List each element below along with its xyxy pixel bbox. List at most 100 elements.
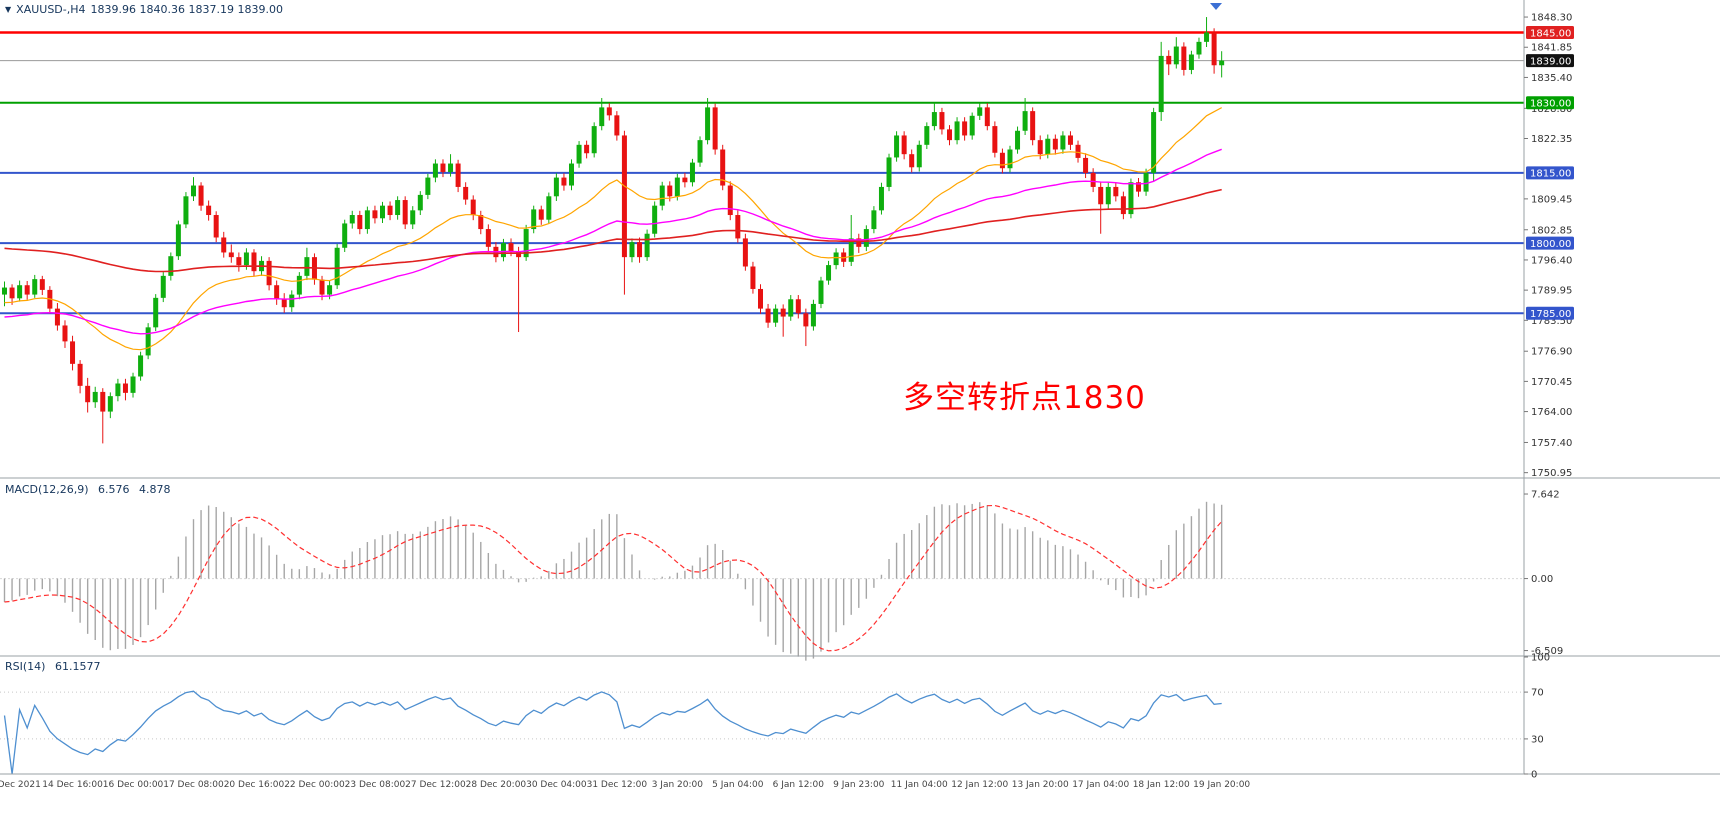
candle-body	[213, 215, 219, 238]
candle-body	[758, 288, 763, 309]
candle-body	[236, 257, 242, 266]
candle-body	[954, 121, 960, 141]
candle-body	[1128, 182, 1134, 215]
candle-body	[380, 205, 385, 219]
candle-body	[826, 265, 832, 281]
candle-body	[1158, 55, 1164, 113]
price-axis[interactable]: 1848.30 1841.85 1835.40 1828.80 1822.35 1809.…	[1524, 13, 1574, 480]
candle-body	[85, 385, 91, 403]
candle-body	[523, 229, 529, 258]
time-axis-label: 23 Dec 08:00	[345, 780, 406, 790]
candle-body	[1211, 32, 1217, 66]
candle-body	[455, 163, 461, 187]
candle-body	[939, 112, 945, 130]
candle-body	[1030, 111, 1036, 141]
candle-body	[561, 177, 567, 186]
candle-body	[962, 121, 968, 136]
candle-body	[304, 257, 310, 276]
candle-body	[742, 238, 748, 267]
scroll-anchor-icon[interactable]	[1210, 3, 1222, 10]
chart-annotation[interactable]: 多空转折点1830	[903, 380, 1146, 416]
ma-lines	[4, 107, 1222, 351]
candle-body	[931, 112, 937, 127]
candle-body	[319, 279, 325, 295]
candle-body	[591, 126, 597, 154]
candle-body	[289, 294, 295, 308]
candle-body	[947, 129, 952, 141]
candle-body	[372, 210, 378, 219]
candle-body	[160, 275, 166, 298]
price-badge	[1526, 54, 1574, 68]
rsi-indicator-label: RSI(14) 61.1577	[5, 660, 106, 673]
candle-body	[327, 285, 333, 295]
candle-body	[735, 215, 741, 239]
candle-body	[485, 229, 491, 247]
candle-body	[901, 135, 907, 155]
price-badge-value: 1800.00	[1530, 239, 1571, 250]
candle-body	[916, 144, 922, 168]
horizontal-lines	[0, 31, 1524, 315]
candle-body	[1143, 172, 1149, 192]
candle-body	[818, 280, 824, 304]
macd-axis-label: -6.509	[1531, 646, 1563, 657]
candle-body	[243, 252, 249, 266]
candle-body	[508, 243, 514, 252]
symbol-header: ▼ XAUUSD-,H4 1839.96 1840.36 1837.19 183…	[5, 3, 283, 16]
rsi-value: 61.1577	[54, 660, 101, 673]
candle-body	[856, 238, 862, 247]
candle-body	[659, 185, 665, 206]
candle-body	[969, 115, 975, 136]
candle-body	[500, 243, 506, 258]
rsi-axis: 100 70 30 0	[1524, 653, 1550, 781]
candle-body	[417, 194, 423, 211]
time-axis-label: 6 Jan 12:00	[773, 780, 825, 790]
price-axis-label: 1848.30	[1531, 13, 1572, 24]
rsi-axis-label: 30	[1531, 734, 1544, 745]
candle-body	[470, 199, 476, 216]
candle-body	[1083, 157, 1089, 173]
candle-body	[1105, 186, 1111, 205]
candle-body	[1007, 149, 1013, 169]
candle-body	[1015, 130, 1021, 150]
macd-axis-label: 0.00	[1531, 574, 1553, 585]
ma-fast-line	[4, 107, 1222, 351]
candle-body	[463, 186, 469, 200]
price-badge	[1526, 306, 1574, 320]
candle-body	[599, 107, 605, 127]
time-axis-label: 13 Jan 20:00	[1012, 780, 1069, 790]
candle-body	[448, 163, 454, 172]
price-axis-label: 1776.90	[1531, 347, 1572, 358]
candle-body	[54, 308, 60, 326]
price-axis-label: 1764.00	[1531, 407, 1572, 418]
candle-body	[221, 237, 227, 253]
candle-body	[402, 200, 408, 225]
rsi-axis-label: 0	[1531, 770, 1537, 781]
candle-body	[39, 279, 45, 290]
time-axis-label: 18 Jan 12:00	[1133, 780, 1190, 790]
price-axis-label: 1783.50	[1531, 316, 1572, 327]
candle-body	[720, 149, 726, 186]
rsi-line	[3, 690, 1222, 775]
candle-body	[637, 242, 643, 258]
candle-body	[576, 144, 582, 164]
price-axis-label: 1802.85	[1531, 225, 1572, 236]
candle-body	[1022, 111, 1028, 131]
price-badge-value: 1845.00	[1530, 28, 1571, 39]
candle-body	[175, 224, 181, 257]
candle-body	[198, 185, 204, 206]
collapse-triangle-icon[interactable]: ▼	[5, 4, 12, 14]
candle-body	[1067, 135, 1073, 145]
candle-body	[841, 252, 847, 262]
price-axis-label: 1809.45	[1531, 194, 1572, 205]
price-badge	[1526, 96, 1574, 110]
candle-body	[773, 308, 779, 323]
candle-body	[349, 215, 355, 224]
candle-body	[100, 391, 106, 412]
candle-body	[432, 163, 438, 178]
rsi-axis-label: 100	[1531, 653, 1550, 664]
candle-body	[977, 107, 983, 116]
candle-body	[1166, 55, 1172, 65]
rsi-title: RSI(14)	[5, 660, 46, 673]
